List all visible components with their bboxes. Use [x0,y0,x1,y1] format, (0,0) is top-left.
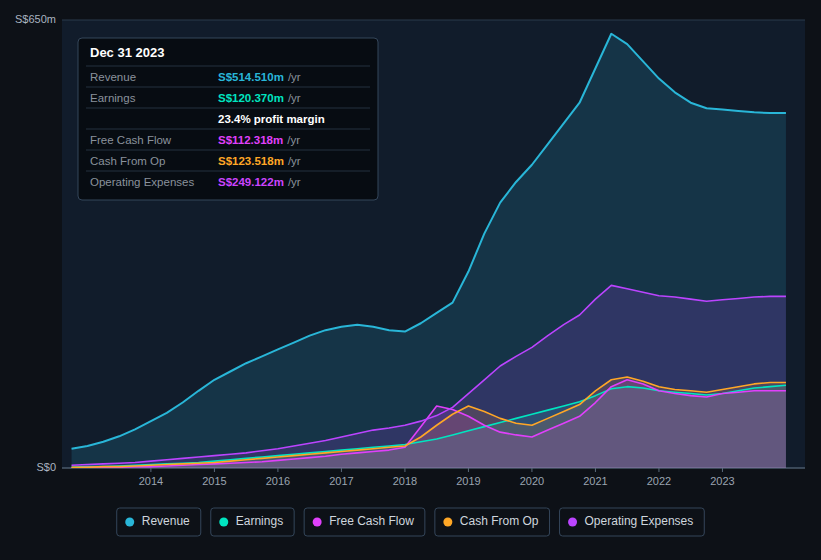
series-line [72,34,786,449]
tooltip-suffix: /yr [288,92,301,104]
tooltip: Dec 31 2023 Revenue S$514.510m/yr Earnings S… [78,38,378,200]
x-tick-label: 2017 [329,475,353,487]
plot-area [62,20,805,468]
series-line [72,380,786,468]
tooltip-suffix: /yr [288,176,301,188]
x-tick [277,468,278,472]
legend-item: Cash From Op [435,508,550,536]
legend-item: Revenue [117,508,201,536]
chart: S$0 S$650m 2014 2015 2016 2017 2018 2019 2020 202… [0,0,821,560]
x-tick [722,468,723,472]
tooltip-separator [86,87,370,88]
x-tick-label: 2021 [583,475,607,487]
x-tick-label: 2019 [456,475,480,487]
tooltip-separator [86,171,370,172]
x-tick-label: 2020 [520,475,544,487]
x-tick [341,468,342,472]
tooltip-value: S$514.510m [218,71,284,83]
legend-marker [568,518,577,527]
x-tick [150,468,151,472]
x-tick-label: 2015 [202,475,226,487]
x-tick [214,468,215,472]
series-line [72,385,786,467]
tooltip-value: S$112.318m [218,134,283,146]
legend-marker [125,518,134,527]
tooltip-separator [86,108,370,109]
background [0,0,821,560]
series-line [72,285,786,465]
x-tick-label: 2018 [393,475,417,487]
x-tick [531,468,532,472]
x-tick-label: 2014 [139,475,163,487]
legend-marker [219,518,228,527]
legend-label: Earnings [236,514,283,528]
legend-label: Operating Expenses [585,514,694,528]
grid-line [62,20,805,21]
legend-item: Operating Expenses [560,508,705,536]
tooltip-label: Earnings [90,92,136,104]
x-tick-label: 2022 [647,475,671,487]
tooltip-suffix: /yr [288,155,301,167]
legend-box [560,508,705,536]
series-area [72,285,786,468]
legend-box [304,508,425,536]
tooltip-value: 23.4% profit margin [218,113,325,125]
tooltip-label: Operating Expenses [90,176,194,188]
tooltip-suffix: /yr [288,71,301,83]
tooltip-value: S$249.122m [218,176,284,188]
legend: Revenue Earnings Free Cash Flow Cash From O… [117,508,705,536]
x-tick-label: 2023 [710,475,734,487]
legend-label: Cash From Op [460,514,539,528]
x-tick [468,468,469,472]
series-area [72,34,786,468]
legend-marker [443,518,452,527]
legend-box [435,508,550,536]
tooltip-value: S$123.518m [218,155,284,167]
legend-box [117,508,201,536]
legend-item: Free Cash Flow [304,508,425,536]
y-tick-label: S$650m [15,13,56,25]
tooltip-separator [86,150,370,151]
x-tick [404,468,405,472]
x-tick [658,468,659,472]
tooltip-value: S$120.370m [218,92,284,104]
tooltip-label: Revenue [90,71,136,83]
y-tick-label: S$0 [36,461,56,473]
tooltip-separator [86,129,370,130]
legend-item: Earnings [211,508,294,536]
tooltip-date: Dec 31 2023 [90,45,164,60]
plot-marks [72,34,786,468]
x-tick-label: 2016 [266,475,290,487]
x-tick [595,468,596,472]
legend-label: Revenue [142,514,190,528]
legend-marker [313,518,322,527]
series-line [72,377,786,467]
legend-label: Free Cash Flow [329,514,414,528]
legend-box [211,508,294,536]
tooltip-separator [86,66,370,67]
tooltip-label: Cash From Op [90,155,165,167]
tooltip-box [78,38,378,200]
tooltip-label: Free Cash Flow [90,134,172,146]
tooltip-suffix: /yr [287,134,300,146]
